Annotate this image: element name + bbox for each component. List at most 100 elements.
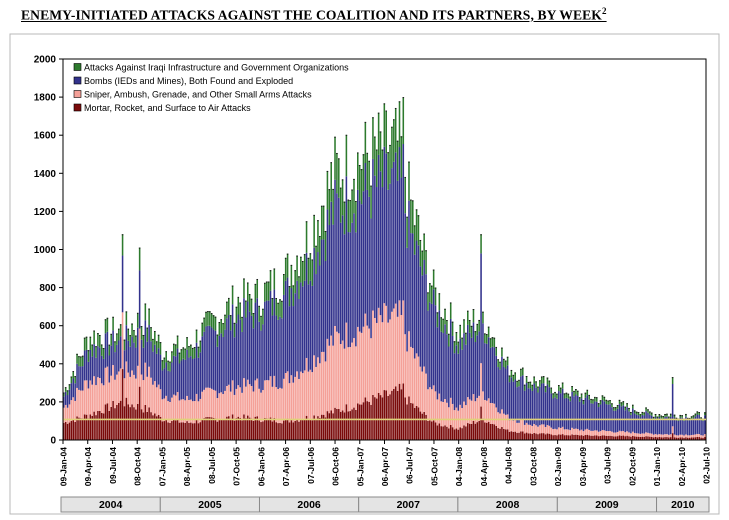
bar-segment	[173, 343, 175, 356]
week-bar	[169, 361, 171, 440]
bar-segment	[104, 319, 107, 334]
bar-segment	[468, 320, 471, 333]
bar-segment	[305, 221, 308, 253]
week-bar	[241, 316, 243, 440]
bar-segment	[451, 403, 454, 428]
bar-segment	[586, 434, 589, 440]
bar-segment	[140, 374, 143, 410]
bar-cap	[193, 347, 196, 349]
bar-segment	[138, 247, 141, 271]
bar-segment	[690, 437, 693, 440]
bar-segment	[546, 433, 549, 440]
bar-segment	[584, 397, 587, 430]
bar-segment	[522, 375, 524, 420]
bar-segment	[394, 152, 397, 304]
bar-segment	[421, 250, 424, 276]
year-label: 2005	[198, 499, 222, 511]
bar-segment	[275, 387, 277, 423]
bar-segment	[499, 428, 501, 440]
bar-segment	[190, 344, 192, 357]
week-bar	[673, 414, 676, 440]
bar-cap	[226, 301, 228, 303]
bar-segment	[531, 425, 534, 434]
bar-segment	[495, 346, 498, 356]
bar-segment	[125, 325, 128, 362]
week-bar	[203, 317, 205, 440]
bar-segment	[438, 310, 441, 394]
bar-segment	[539, 433, 541, 440]
bar-cap	[573, 390, 575, 392]
bar-segment	[379, 131, 382, 172]
bar-segment	[467, 310, 469, 325]
bar-segment	[301, 286, 304, 374]
bar-segment	[459, 404, 461, 428]
bar-segment	[485, 422, 488, 440]
bar-cap	[121, 234, 124, 236]
bar-cap	[313, 214, 315, 216]
bar-segment	[571, 427, 573, 435]
bar-segment	[675, 420, 678, 436]
bar-segment	[550, 427, 553, 435]
bar-segment	[624, 406, 626, 411]
bar-segment	[374, 136, 376, 176]
week-bar	[704, 412, 706, 440]
week-bar	[305, 221, 308, 440]
bar-segment	[542, 376, 545, 384]
bar-segment	[176, 418, 179, 440]
bar-segment	[571, 386, 573, 392]
week-bar	[72, 371, 75, 440]
bar-segment	[516, 422, 518, 433]
bar-segment	[539, 425, 541, 434]
bar-segment	[383, 303, 386, 391]
bar-segment	[102, 348, 105, 359]
bar-segment	[700, 435, 702, 438]
bar-segment	[281, 318, 283, 389]
bar-segment	[478, 319, 480, 332]
bar-segment	[613, 407, 615, 411]
bar-cap	[66, 390, 69, 392]
bar-segment	[491, 403, 494, 424]
week-bar	[355, 201, 357, 440]
week-bar	[349, 200, 351, 440]
bar-segment	[603, 435, 606, 440]
week-bar	[425, 250, 427, 440]
legend-swatch	[73, 63, 82, 71]
bar-segment	[157, 348, 160, 385]
bar-segment	[119, 368, 122, 401]
bar-segment	[571, 391, 573, 428]
bar-segment	[64, 421, 67, 440]
bar-segment	[133, 342, 135, 375]
bar-segment	[195, 342, 198, 394]
x-tick-label: 02-Oct-09	[627, 447, 637, 486]
week-bar	[592, 399, 594, 440]
bar-segment	[258, 420, 260, 440]
bar-segment	[131, 336, 133, 371]
bar-segment	[448, 333, 450, 347]
bar-segment	[468, 423, 471, 440]
bar-segment	[152, 384, 154, 416]
x-tick-label: 06-Jan-06	[256, 447, 266, 486]
bar-cap	[222, 323, 224, 325]
bar-segment	[279, 316, 281, 388]
bar-segment	[260, 422, 262, 440]
bar-segment	[264, 301, 266, 381]
bar-segment	[341, 179, 344, 216]
bar-segment	[121, 255, 124, 313]
bar-segment	[123, 339, 126, 351]
bar-segment	[393, 119, 395, 162]
bar-segment	[577, 390, 579, 396]
bar-cap	[366, 152, 369, 154]
bar-segment	[493, 347, 496, 404]
bar-segment	[303, 280, 306, 371]
week-bar	[548, 380, 551, 440]
bar-segment	[233, 322, 236, 338]
bar-cap	[410, 199, 412, 201]
bar-segment	[305, 252, 308, 358]
y-tick-label: 800	[39, 283, 56, 294]
week-bar	[516, 380, 518, 440]
bar-segment	[305, 415, 308, 440]
bar-segment	[482, 311, 484, 324]
bar-segment	[300, 419, 302, 440]
bar-segment	[465, 426, 467, 440]
week-bar	[83, 337, 86, 440]
